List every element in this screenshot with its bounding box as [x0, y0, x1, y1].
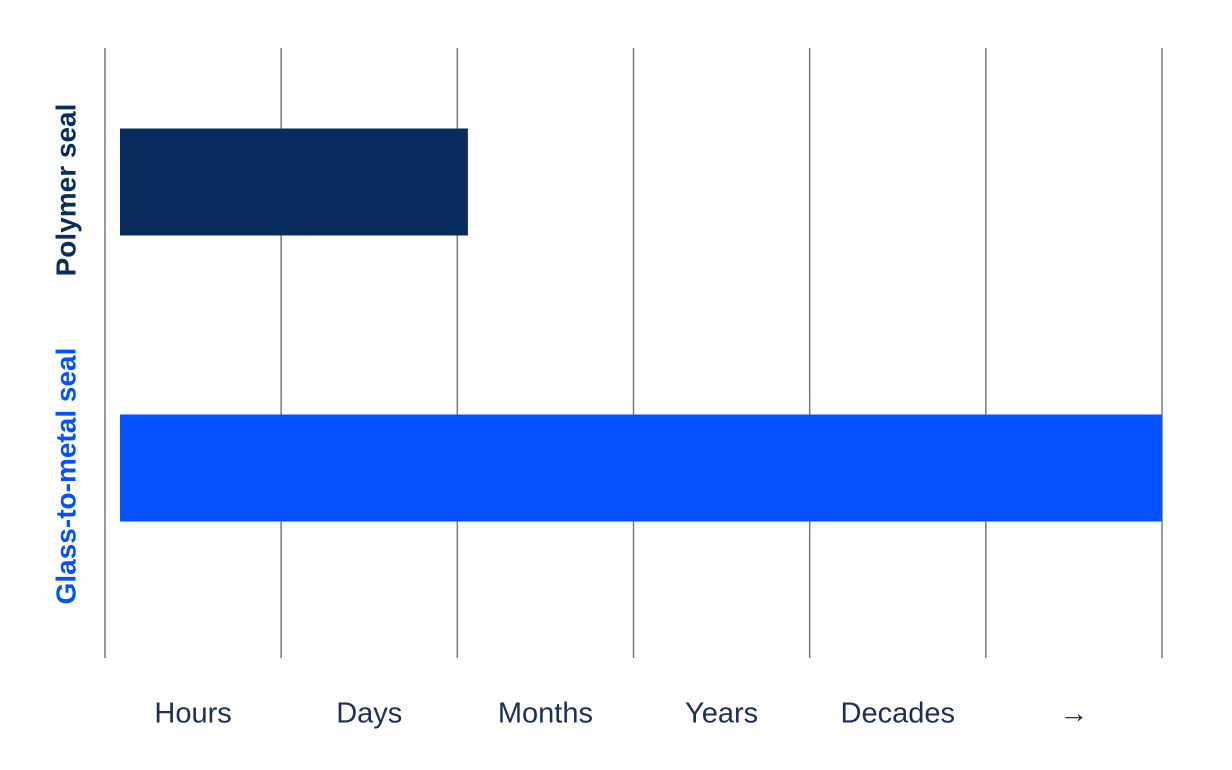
x-tick-label: → — [1059, 698, 1088, 730]
x-tick-label: Hours — [154, 698, 231, 730]
x-tick-label: Decades — [841, 698, 955, 730]
bar — [120, 414, 1162, 522]
bar — [120, 128, 468, 236]
x-tick-label: Years — [685, 698, 758, 730]
y-category-label: Glass-to-metal seal — [50, 348, 81, 605]
x-tick-label: Months — [498, 698, 593, 730]
y-category-label: Polymer seal — [50, 104, 81, 277]
x-tick-label: Days — [336, 698, 402, 730]
